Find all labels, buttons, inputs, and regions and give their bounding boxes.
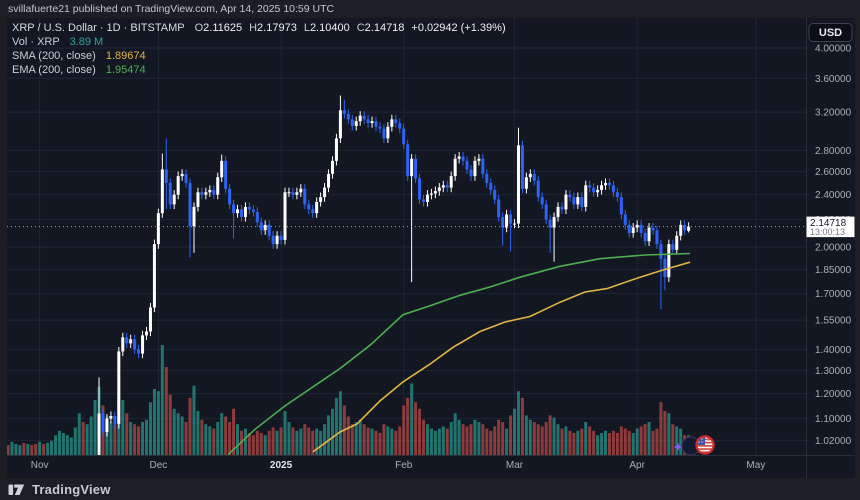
footer: TradingView bbox=[8, 480, 111, 498]
svg-text:USD: USD bbox=[819, 27, 842, 39]
legend: XRP / U.S. Dollar · 1D · BITSTAMP O2.1162… bbox=[12, 21, 506, 77]
time-axis-labels[interactable]: Nov Dec 2025 Feb Mar Apr May bbox=[31, 460, 766, 471]
svg-text:4.00000: 4.00000 bbox=[815, 44, 852, 55]
volume-label: Vol · XRP bbox=[12, 36, 60, 48]
svg-text:3.60000: 3.60000 bbox=[815, 74, 852, 85]
chart-panel[interactable]: XRP / U.S. Dollar · 1D · BITSTAMP O2.1162… bbox=[7, 18, 855, 478]
symbol-title: XRP / U.S. Dollar · 1D · BITSTAMP bbox=[12, 22, 185, 34]
price-axis-labels[interactable]: 4.00000 3.60000 3.20000 2.80000 2.60000 2.400… bbox=[815, 44, 852, 447]
svg-text:2.14718: 2.14718 bbox=[810, 218, 847, 229]
svg-text:Feb: Feb bbox=[395, 460, 413, 471]
svg-text:2.60000: 2.60000 bbox=[815, 167, 852, 178]
tradingview-logo-icon bbox=[8, 484, 25, 495]
svg-text:1.30000: 1.30000 bbox=[815, 366, 852, 377]
sma-label: SMA (200, close) bbox=[12, 50, 96, 62]
ema-value: 1.95474 bbox=[105, 64, 146, 76]
svg-text:2.80000: 2.80000 bbox=[815, 146, 852, 157]
svg-text:1.55000: 1.55000 bbox=[815, 316, 852, 327]
change-value: +0.02942 (+1.39%) bbox=[411, 22, 506, 34]
attribution-text: svillafuerte21 published on TradingView.… bbox=[8, 3, 335, 15]
svg-text:2.00000: 2.00000 bbox=[815, 243, 852, 254]
svg-text:May: May bbox=[746, 460, 765, 471]
svg-text:2.40000: 2.40000 bbox=[815, 190, 852, 201]
svg-text:2025: 2025 bbox=[270, 460, 293, 471]
svg-text:1.70000: 1.70000 bbox=[815, 289, 852, 300]
svg-text:Nov: Nov bbox=[31, 460, 49, 471]
legend-sma-row: SMA (200, close) 1.89674 bbox=[12, 49, 506, 63]
ohlc-low: L2.10400 bbox=[303, 22, 350, 34]
svg-text:1.02000: 1.02000 bbox=[815, 436, 852, 447]
usd-currency-button[interactable]: USD bbox=[808, 23, 853, 42]
legend-symbol-row: XRP / U.S. Dollar · 1D · BITSTAMP O2.1162… bbox=[12, 21, 506, 35]
volume-layer bbox=[7, 345, 691, 455]
svg-text:13:00:13: 13:00:13 bbox=[810, 227, 845, 237]
candles-layer bbox=[97, 95, 691, 455]
svg-text:1.20000: 1.20000 bbox=[815, 389, 852, 400]
svg-text:Apr: Apr bbox=[629, 460, 645, 471]
svg-text:1.10000: 1.10000 bbox=[815, 414, 852, 425]
svg-text:1.40000: 1.40000 bbox=[815, 345, 852, 356]
volume-value: 3.89 M bbox=[69, 36, 104, 48]
ema-label: EMA (200, close) bbox=[12, 64, 96, 76]
tradingview-brand-text[interactable]: TradingView bbox=[32, 481, 111, 497]
sma-line bbox=[312, 261, 691, 453]
svg-text:Mar: Mar bbox=[506, 460, 524, 471]
ohlc-open: O2.11625 bbox=[194, 22, 243, 34]
svg-text:1.85000: 1.85000 bbox=[815, 265, 852, 276]
svg-text:Dec: Dec bbox=[149, 460, 167, 471]
legend-ema-row: EMA (200, close) 1.95474 bbox=[12, 63, 506, 77]
legend-volume-row: Vol · XRP 3.89 M bbox=[12, 35, 506, 49]
sma-value: 1.89674 bbox=[105, 50, 146, 62]
price-chart-svg[interactable]: Nov Dec 2025 Feb Mar Apr May 4.00000 3.60000 3.20… bbox=[7, 18, 855, 478]
svg-text:3.20000: 3.20000 bbox=[815, 108, 852, 119]
ohlc-close: C2.14718 bbox=[356, 22, 405, 34]
ema-line bbox=[227, 252, 691, 455]
usa-flag-sticker bbox=[673, 435, 715, 456]
grid-layer bbox=[7, 18, 806, 455]
ohlc-high: H2.17973 bbox=[249, 22, 297, 34]
attribution-bar: svillafuerte21 published on TradingView.… bbox=[0, 0, 860, 18]
